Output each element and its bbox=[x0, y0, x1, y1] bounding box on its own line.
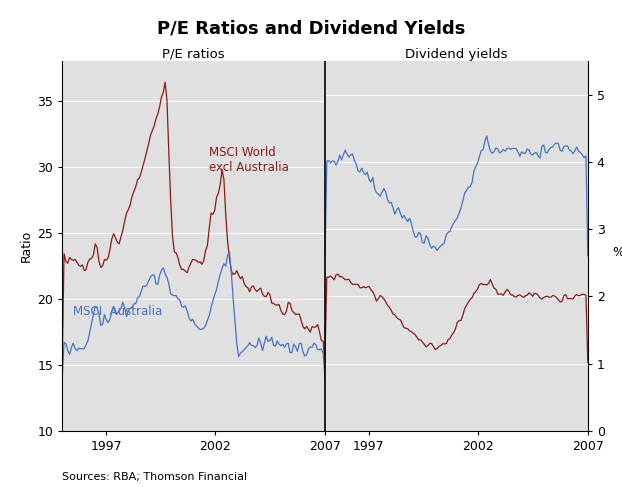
Y-axis label: %: % bbox=[613, 246, 622, 259]
Y-axis label: Ratio: Ratio bbox=[20, 230, 33, 262]
Text: MSCI  Australia: MSCI Australia bbox=[73, 305, 162, 318]
Text: Sources: RBA; Thomson Financial: Sources: RBA; Thomson Financial bbox=[62, 472, 248, 482]
Text: Dividend yields: Dividend yields bbox=[405, 48, 508, 61]
Text: P/E ratios: P/E ratios bbox=[162, 48, 225, 61]
Text: P/E Ratios and Dividend Yields: P/E Ratios and Dividend Yields bbox=[157, 19, 465, 37]
Text: MSCI World
excl Australia: MSCI World excl Australia bbox=[210, 146, 289, 174]
